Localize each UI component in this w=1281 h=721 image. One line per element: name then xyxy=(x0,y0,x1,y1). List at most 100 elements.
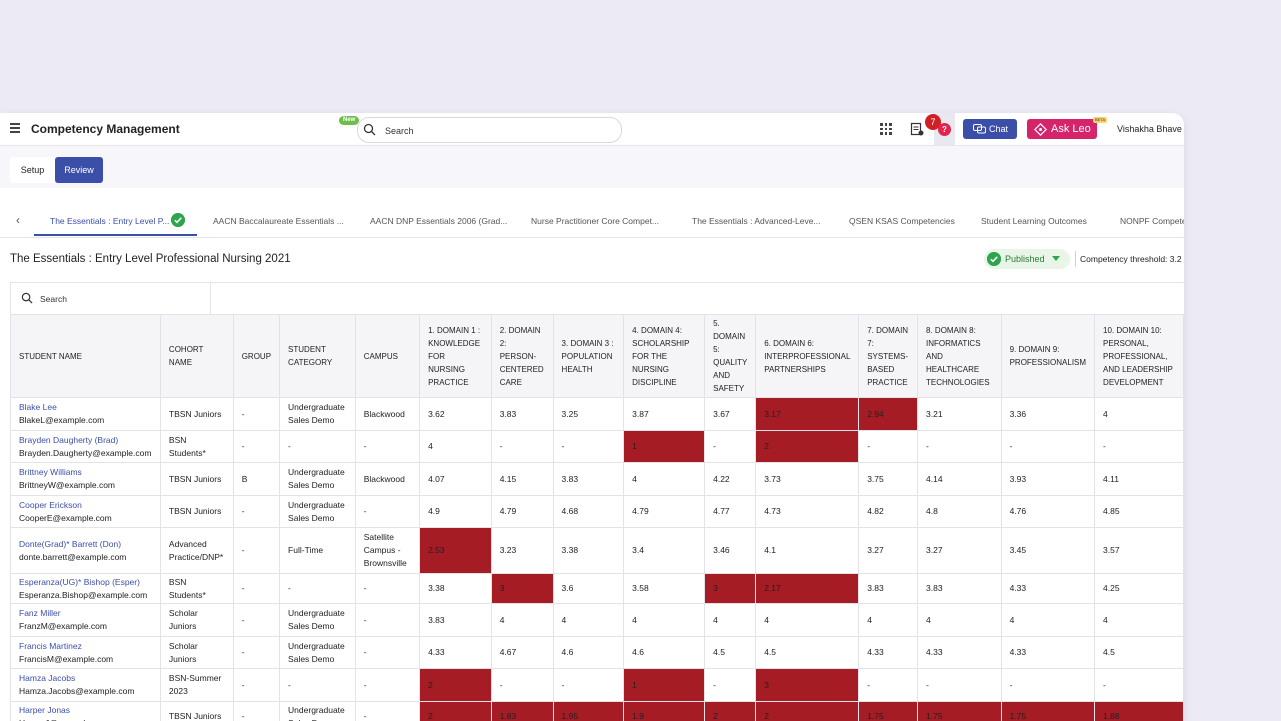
column-header[interactable]: 5. DOMAIN 5: QUALITY AND SAFETY xyxy=(704,314,757,398)
student-cell: Francis Martinez FrancisM@example.com xyxy=(10,636,161,669)
column-header[interactable]: 6. DOMAIN 6: INTERPROFESSIONAL PARTNERSH… xyxy=(755,314,860,398)
student-name-link[interactable]: Cooper Erickson xyxy=(19,499,82,510)
user-name[interactable]: Vishakha Bhave xyxy=(1117,124,1182,134)
group-cell: - xyxy=(232,603,281,637)
review-tab[interactable]: Review xyxy=(55,157,103,183)
status-dropdown[interactable]: Published xyxy=(984,249,1070,269)
framework-tab[interactable]: The Essentials : Advanced-Leve... xyxy=(692,216,821,226)
framework-tab[interactable]: AACN DNP Essentials 2006 (Grad... xyxy=(370,216,508,226)
global-search-input[interactable] xyxy=(383,122,607,139)
student-name-link[interactable]: Brayden Daugherty (Brad) xyxy=(19,434,119,445)
divider xyxy=(1075,251,1076,267)
column-header[interactable]: STUDENT CATEGORY xyxy=(279,314,356,398)
score-cell: 3.23 xyxy=(490,527,554,574)
score-cell: 3.46 xyxy=(704,527,757,574)
apps-grid-icon[interactable] xyxy=(880,123,892,135)
student-name-link[interactable]: Francis Martinez xyxy=(19,640,82,651)
column-header[interactable]: 1. DOMAIN 1 : KNOWLEDGE FOR NURSING PRAC… xyxy=(419,314,492,398)
tasks-icon[interactable] xyxy=(910,122,924,136)
table-header-row: STUDENT NAME COHORT NAME GROUP STUDENT CATE… xyxy=(10,314,1184,398)
chevron-left-icon[interactable]: ‹ xyxy=(16,213,20,227)
framework-tab[interactable]: NONPF Compete xyxy=(1120,216,1184,226)
menu-icon[interactable] xyxy=(10,123,20,133)
score-cell: 4 xyxy=(1094,397,1184,431)
campus-cell: Satellite Campus - Brownsville xyxy=(354,527,421,574)
column-header[interactable]: CAMPUS xyxy=(354,314,421,398)
student-name-link[interactable]: Donte(Grad)* Barrett (Don) xyxy=(19,538,122,549)
column-header[interactable]: 3. DOMAIN 3 : POPULATION HEALTH xyxy=(552,314,625,398)
score-cell: - xyxy=(1000,668,1096,702)
cohort-cell: TBSN Juniors xyxy=(159,462,234,496)
chat-button[interactable]: Chat xyxy=(963,119,1017,139)
score-cell: 3.75 xyxy=(858,462,919,496)
score-cell-below-threshold: 2 xyxy=(419,668,492,702)
table-row: Brittney Williams BrittneyW@example.com TB… xyxy=(10,462,1184,496)
global-search[interactable] xyxy=(357,117,622,143)
column-header[interactable]: 9. DOMAIN 9: PROFESSIONALISM xyxy=(1000,314,1096,398)
table-search-input[interactable] xyxy=(38,291,202,307)
framework-tab[interactable]: AACN Baccalaureate Essentials ... xyxy=(213,216,344,226)
framework-tab[interactable]: Student Learning Outcomes xyxy=(981,216,1087,226)
cohort-cell: BSN-Summer 2023 xyxy=(159,668,234,702)
top-bar: Competency Management New 7 ? Chat Ask L… xyxy=(0,113,1184,146)
framework-tabs: ‹ The Essentials : Entry Level P... AACN… xyxy=(0,201,1184,238)
setup-tab[interactable]: Setup xyxy=(10,157,55,183)
help-icon[interactable]: ? xyxy=(938,123,951,136)
score-cell: 3.83 xyxy=(858,573,919,604)
student-cell: Donte(Grad)* Barrett (Don) donte.barrett@… xyxy=(10,527,161,574)
student-name-link[interactable]: Fanz Miller xyxy=(19,608,61,618)
framework-tab[interactable]: Nurse Practitioner Core Compet... xyxy=(531,216,660,226)
score-cell: 4.5 xyxy=(755,636,860,669)
score-cell: 4.07 xyxy=(419,462,492,496)
column-header[interactable]: 7. DOMAIN 7: SYSTEMS-BASED PRACTICE xyxy=(858,314,919,398)
score-cell: 4.33 xyxy=(1000,573,1096,604)
group-cell: - xyxy=(232,668,281,702)
score-cell: 3.93 xyxy=(1000,462,1096,496)
score-cell: 4.6 xyxy=(552,636,625,669)
sparkle-icon xyxy=(1034,123,1047,136)
status-label: Published xyxy=(1005,254,1045,264)
column-header[interactable]: STUDENT NAME xyxy=(10,314,161,398)
active-tab-underline xyxy=(34,234,197,236)
score-cell-below-threshold: 3.17 xyxy=(755,397,860,431)
group-cell: B xyxy=(232,462,281,496)
score-cell: 3.83 xyxy=(917,573,1002,604)
notification-count-badge[interactable]: 7 xyxy=(925,114,941,130)
table-search[interactable] xyxy=(10,282,211,315)
table-row: Hamza Jacobs Hamza.Jacobs@example.com BSN-… xyxy=(10,668,1184,702)
student-email: donte.barrett@example.com xyxy=(19,551,127,562)
column-header[interactable]: 2. DOMAIN 2: PERSON-CENTERED CARE xyxy=(490,314,554,398)
campus-cell: - xyxy=(354,495,421,528)
group-cell: - xyxy=(232,573,281,604)
column-header[interactable]: 4. DOMAIN 4: SCHOLARSHIP FOR THE NURSING… xyxy=(623,314,706,398)
mode-bar: Setup Review xyxy=(0,146,1184,188)
score-cell: 4 xyxy=(1000,603,1096,637)
student-name-link[interactable]: Brittney Williams xyxy=(19,467,82,477)
score-cell: 3.87 xyxy=(623,397,706,431)
score-cell: 4.33 xyxy=(858,636,919,669)
score-cell: 3.4 xyxy=(623,527,706,574)
score-cell: 3.6 xyxy=(552,573,625,604)
student-cell: Cooper Erickson CooperE@example.com xyxy=(10,495,161,528)
student-name-link[interactable]: Harper Jonas xyxy=(19,704,71,715)
new-badge: New xyxy=(339,116,360,125)
campus-cell: - xyxy=(354,603,421,637)
framework-tab-active[interactable]: The Essentials : Entry Level P... xyxy=(50,216,170,226)
column-header[interactable]: COHORT NAME xyxy=(159,314,234,398)
student-name-link[interactable]: Blake Lee xyxy=(19,402,57,412)
score-cell: 4.79 xyxy=(623,495,706,528)
score-cell: - xyxy=(917,668,1002,702)
ask-leo-button[interactable]: Ask Leo xyxy=(1027,119,1097,139)
student-name-link[interactable]: Esperanza(UG)* Bishop (Esper) xyxy=(19,576,140,587)
column-header[interactable]: GROUP xyxy=(232,314,281,398)
score-cell-below-threshold: 3 xyxy=(755,668,860,702)
caret-down-icon xyxy=(1052,256,1060,261)
column-header[interactable]: 10. DOMAIN 10: PERSONAL, PROFESSIONAL, A… xyxy=(1094,314,1184,398)
score-cell: 4.33 xyxy=(917,636,1002,669)
score-cell-below-threshold: 1.75 xyxy=(917,701,1002,721)
framework-tab[interactable]: QSEN KSAS Competencies xyxy=(849,216,955,226)
score-cell: - xyxy=(490,668,554,702)
column-header[interactable]: 8. DOMAIN 8: INFORMATICS AND HEALTHCARE … xyxy=(917,314,1002,398)
student-name-link[interactable]: Hamza Jacobs xyxy=(19,673,76,683)
campus-cell: - xyxy=(354,701,421,721)
